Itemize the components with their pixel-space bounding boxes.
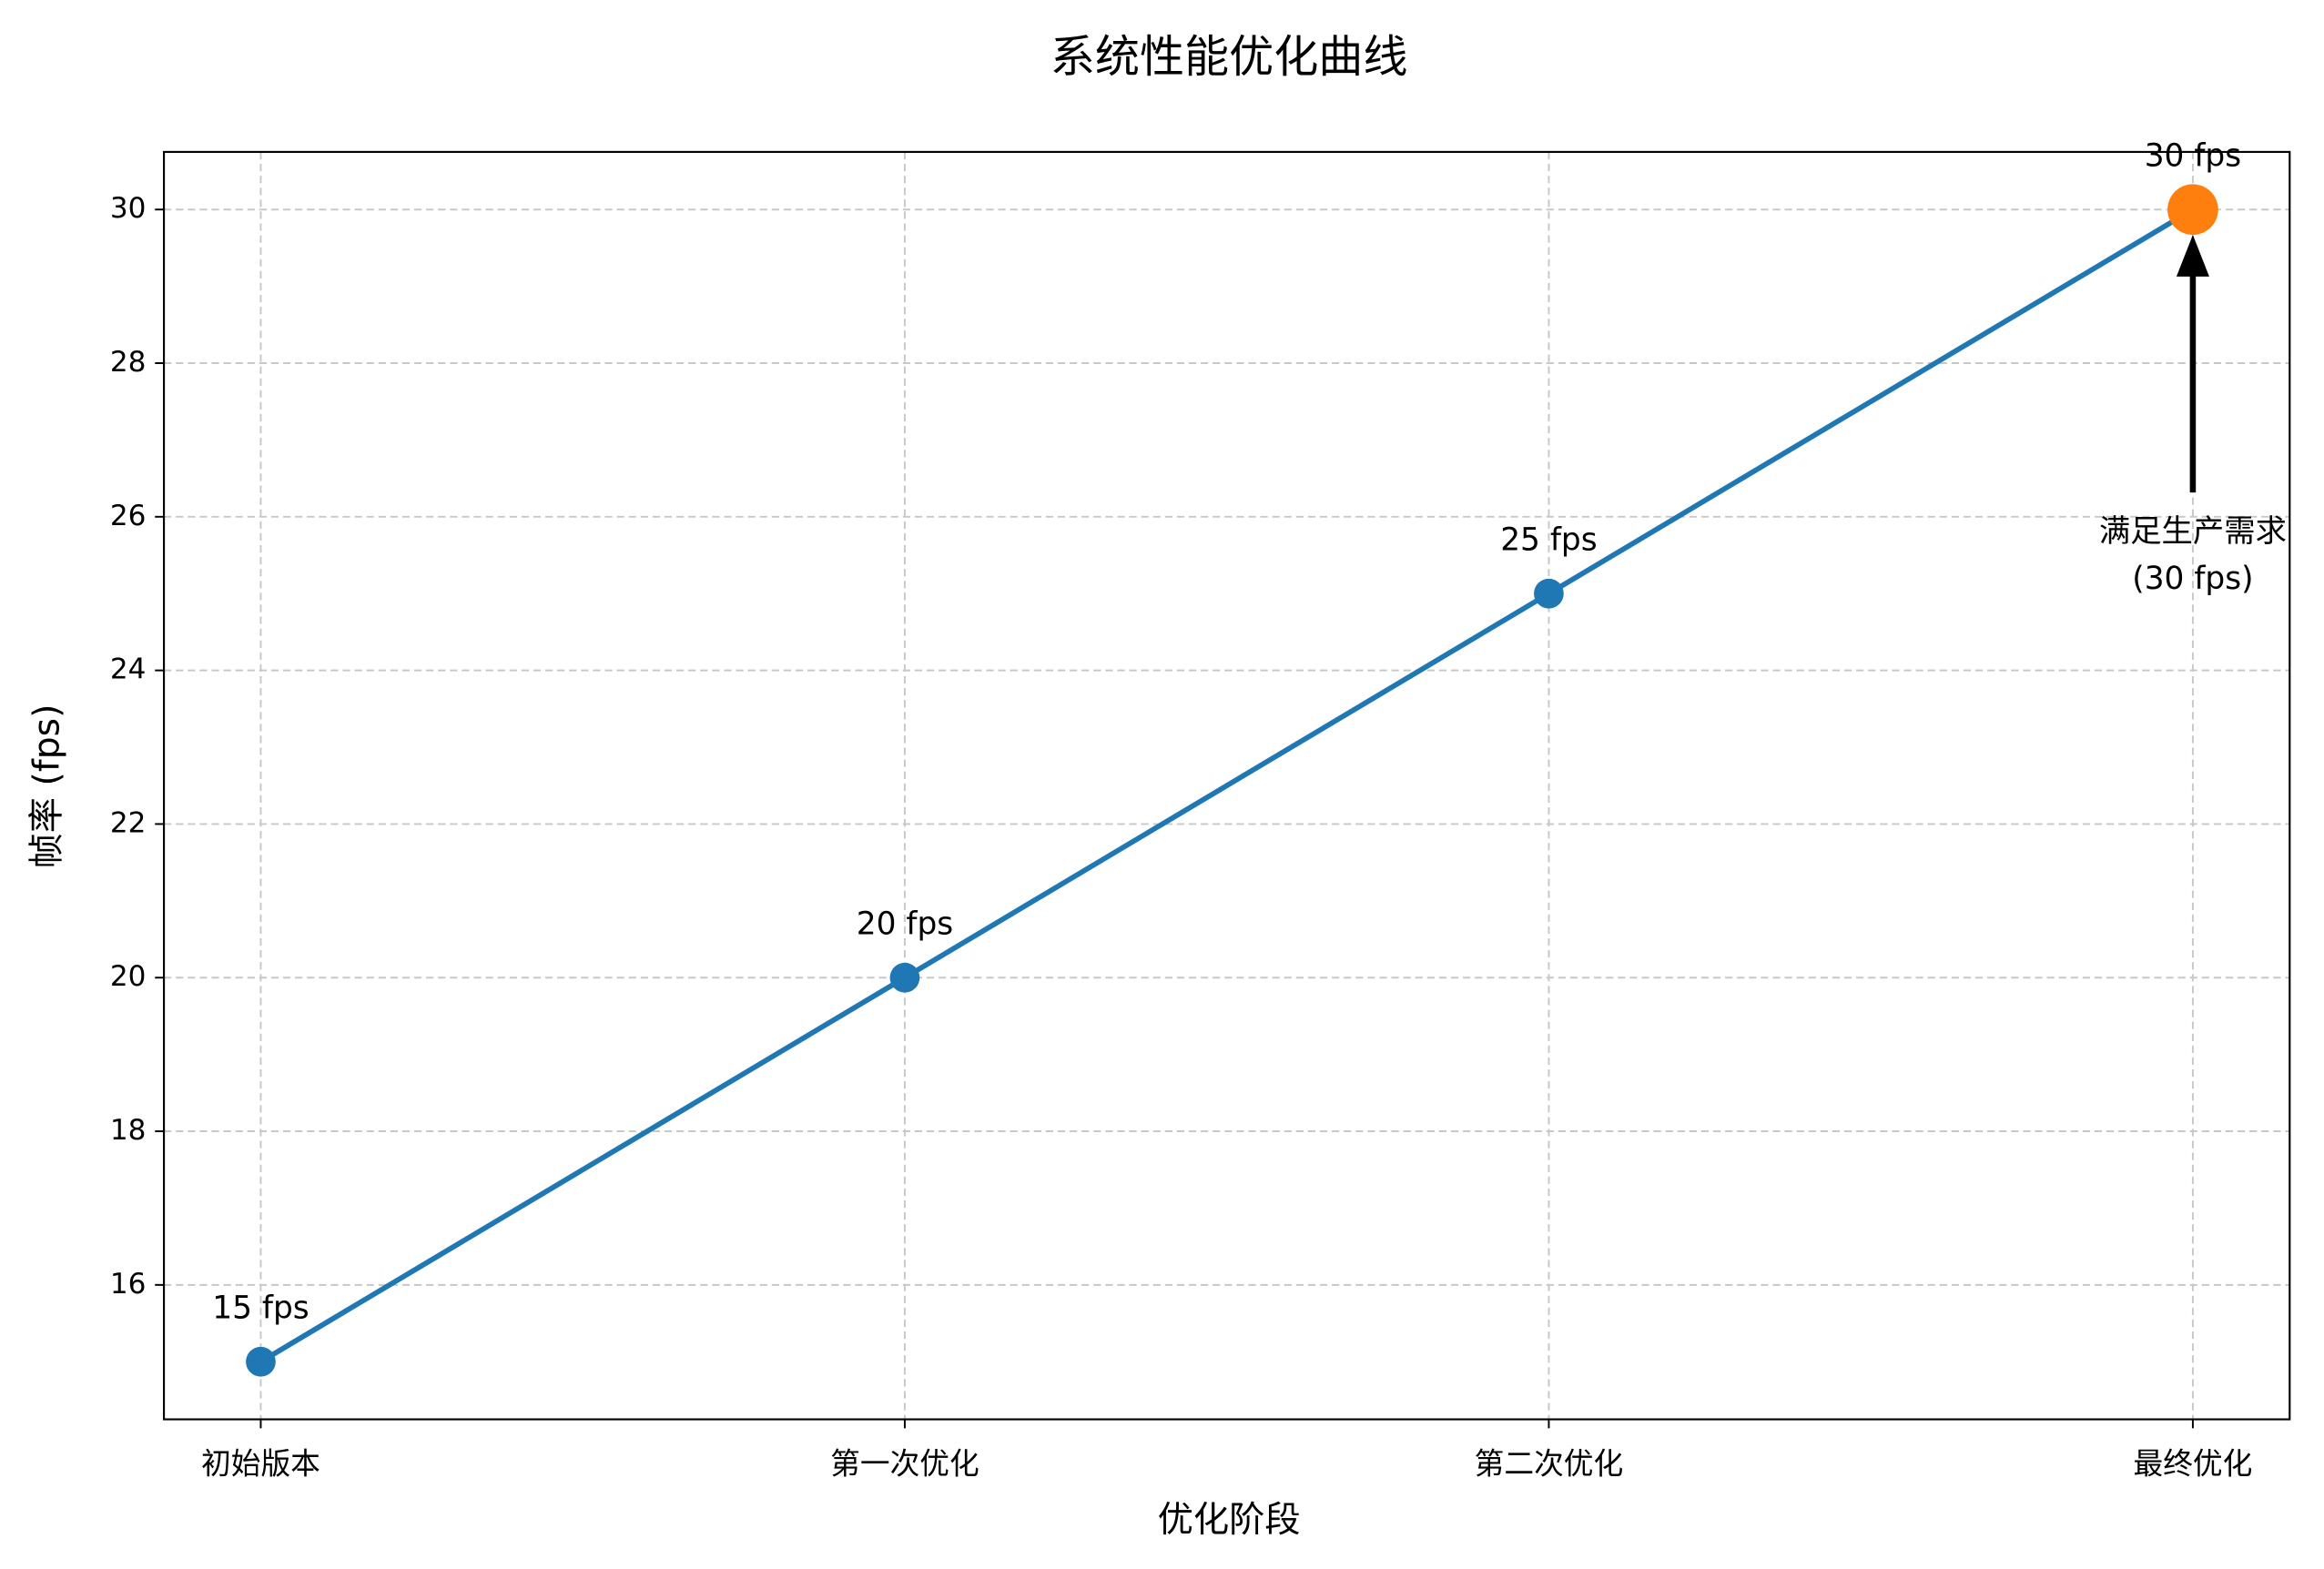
annotation-text: (30 fps) bbox=[2132, 561, 2253, 597]
x-tick-label: 初始版本 bbox=[201, 1446, 320, 1481]
y-tick-label: 28 bbox=[110, 346, 147, 379]
y-axis-label: 帧率 (fps) bbox=[27, 704, 68, 869]
y-tick-label: 20 bbox=[110, 960, 147, 993]
plot-frame bbox=[163, 150, 2291, 1421]
y-tick-label: 24 bbox=[110, 653, 147, 686]
annotation-text: 满足生产需求 bbox=[2099, 513, 2287, 550]
y-tick-label: 30 bbox=[110, 192, 147, 225]
y-tick-label: 18 bbox=[110, 1114, 147, 1147]
point bbox=[246, 1346, 276, 1377]
chart-title: 系统性能优化曲线 bbox=[1050, 30, 1408, 83]
x-tick-label: 第一次优化 bbox=[830, 1446, 979, 1481]
series-line bbox=[259, 207, 2195, 1364]
data-label: 30 fps bbox=[2145, 137, 2241, 174]
annotation-arrow-head bbox=[2176, 235, 2209, 277]
y-tick-label: 26 bbox=[110, 500, 147, 532]
x-tick-label: 第二次优化 bbox=[1475, 1446, 1624, 1481]
x-axis-label: 优化阶段 bbox=[1158, 1500, 1301, 1541]
data-label: 20 fps bbox=[857, 906, 953, 942]
data-label: 15 fps bbox=[212, 1290, 309, 1326]
y-tick-label: 22 bbox=[110, 806, 147, 839]
point bbox=[2167, 184, 2218, 236]
y-tick-label: 16 bbox=[110, 1268, 147, 1301]
point bbox=[1534, 578, 1564, 609]
data-label: 25 fps bbox=[1500, 521, 1597, 558]
point bbox=[889, 962, 920, 993]
x-tick-label: 最终优化 bbox=[2133, 1446, 2252, 1481]
